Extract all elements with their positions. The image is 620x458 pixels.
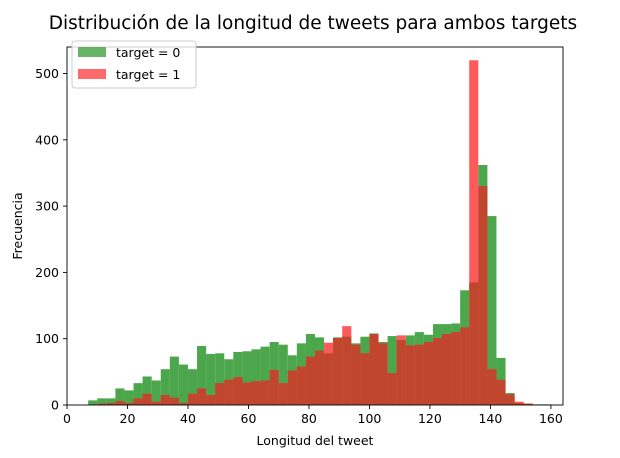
bar-overlap (224, 379, 234, 405)
plot-frame (66, 46, 564, 406)
bar-target-0 (142, 376, 152, 405)
legend: target = 0 target = 1 (71, 40, 197, 89)
bar-target-0 (106, 398, 116, 405)
y-axis-label: Frecuencia (10, 192, 25, 259)
y-tick-label: 0 (51, 398, 59, 413)
bar-overlap (387, 373, 397, 405)
bar-target-0 (487, 216, 497, 405)
x-tick-label: 120 (418, 411, 442, 426)
bar-overlap (496, 379, 506, 405)
bar-overlap (478, 186, 488, 405)
bar-overlap (396, 340, 406, 405)
y-tick-label: 500 (35, 66, 59, 81)
bar-overlap (233, 377, 243, 405)
bar-overlap (414, 344, 424, 405)
x-axis-ticks: 0 20 40 60 80 100 120 140 160 (63, 405, 563, 426)
y-axis-ticks: 0 100 200 300 400 500 (35, 66, 67, 413)
bar-overlap (423, 342, 433, 405)
y-tick-label: 400 (35, 132, 59, 147)
bar-overlap (133, 398, 143, 405)
bar-overlap (287, 370, 297, 405)
y-tick-label: 300 (35, 199, 59, 214)
bar-overlap (278, 383, 288, 405)
bar-overlap (178, 403, 188, 405)
bar-target-0 (197, 345, 207, 405)
x-tick-label: 60 (241, 411, 257, 426)
chart-title: Distribución de la longitud de tweets pa… (49, 13, 577, 34)
bar-target-0 (160, 369, 170, 405)
x-tick-label: 140 (478, 411, 502, 426)
bar-target-0 (97, 398, 107, 405)
bar-target-0 (206, 353, 216, 405)
bar-overlap (378, 343, 388, 405)
bars-overlap (97, 186, 533, 405)
bar-overlap (215, 383, 225, 405)
bar-overlap (360, 353, 370, 405)
x-tick-label: 80 (301, 411, 317, 426)
bar-target-0 (169, 356, 179, 405)
bar-target-0 (260, 346, 270, 405)
bar-overlap (242, 382, 252, 405)
bar-overlap (505, 394, 515, 405)
bar-overlap (315, 350, 325, 405)
bar-overlap (451, 332, 461, 405)
bar-target-0 (124, 390, 134, 405)
bar-overlap (351, 344, 361, 405)
bar-target-0 (187, 369, 198, 405)
bar-target-0 (151, 380, 161, 405)
legend-label-target-0: target = 0 (116, 45, 180, 60)
bar-overlap (469, 282, 479, 405)
bar-target-0 (387, 336, 397, 405)
bar-overlap (106, 403, 116, 405)
bar-overlap (333, 338, 343, 405)
bar-overlap (269, 369, 279, 405)
bar-target-0 (115, 388, 125, 405)
y-tick-label: 200 (35, 265, 59, 280)
bar-target-0 (251, 349, 261, 405)
bar-overlap (260, 380, 270, 405)
bar-overlap (305, 356, 315, 405)
bar-overlap (206, 395, 216, 405)
bar-overlap (197, 388, 207, 405)
x-axis-label: Longitud del tweet (257, 433, 374, 448)
y-tick-label: 100 (35, 331, 59, 346)
bar-target-0 (242, 351, 252, 405)
bar-overlap (187, 393, 198, 405)
bar-overlap (405, 345, 415, 405)
x-tick-label: 20 (120, 411, 136, 426)
legend-label-target-1: target = 1 (116, 67, 180, 82)
bar-overlap (460, 327, 470, 405)
bar-target-0 (133, 383, 143, 405)
bar-overlap (523, 403, 533, 405)
bar-target-0 (278, 344, 288, 405)
x-tick-label: 160 (539, 411, 563, 426)
bar-overlap (432, 338, 443, 405)
bar-overlap (142, 393, 152, 405)
x-tick-label: 40 (180, 411, 196, 426)
bar-overlap (296, 366, 306, 405)
bar-target-0 (88, 400, 98, 405)
bar-overlap (124, 403, 134, 405)
bar-overlap (251, 381, 261, 405)
x-tick-label: 0 (63, 411, 71, 426)
bar-overlap (442, 334, 452, 405)
legend-swatch-target-0 (78, 47, 106, 57)
bar-overlap (97, 403, 107, 405)
bar-overlap (514, 403, 524, 405)
legend-swatch-target-1 (78, 69, 106, 79)
bar-overlap (115, 401, 125, 405)
bar-overlap (160, 395, 170, 405)
bar-overlap (151, 401, 161, 405)
bar-target-0 (215, 353, 225, 405)
bar-target-1 (469, 60, 479, 406)
bar-overlap (169, 397, 179, 405)
bar-target-0 (178, 364, 188, 405)
bar-overlap (487, 369, 497, 405)
bar-overlap (324, 353, 334, 405)
x-tick-label: 100 (358, 411, 382, 426)
bar-overlap (369, 334, 379, 405)
bar-overlap (342, 336, 352, 405)
